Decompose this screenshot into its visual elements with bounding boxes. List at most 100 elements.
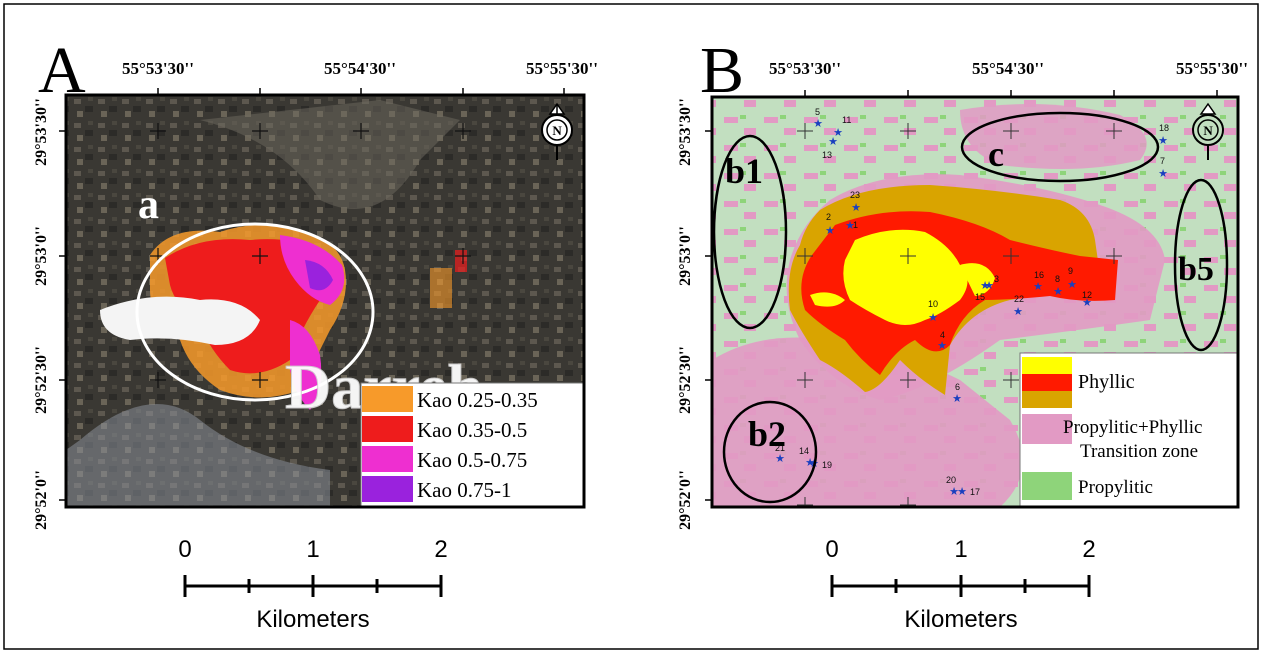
sample-star-icon: ★ [1067,279,1077,291]
sample-point: 6★ [952,382,962,405]
sample-label: 15 [975,292,985,302]
sample-star-icon: ★ [949,486,959,498]
sample-star-icon: ★ [775,453,785,465]
panel-a-latitude-label: 29°53'0'' [33,226,50,286]
panel-b-map-border [710,95,1240,509]
panel-a-longitude-label: 55°54'30'' [324,59,396,78]
sample-point: 3★ [984,274,999,292]
panel-a-scale-bar: 0 1 2 Kilometers [178,536,447,633]
legend-label-kao-3: Kao 0.5-0.75 [417,448,527,472]
sample-label: 16 [1034,270,1044,280]
panel-a-region-label: a [138,182,159,228]
sample-label: 8 [1055,274,1060,284]
sample-label: 18 [1159,123,1169,133]
sample-star-icon: ★ [957,486,967,498]
panel-b-latitude-label: 29°52'0'' [677,470,694,530]
sample-point: 9★ [1067,266,1077,291]
sample-label: 2 [826,212,831,222]
sample-point: 18 ★ [1158,123,1169,147]
panel-a: A 55°53'30'' 55°54'30'' 55°55'30'' 29°53… [33,34,598,633]
zone-ellipse-b1 [712,134,788,330]
panel-a-north-arrow-icon: N [541,102,573,160]
panel-a-longitude-label: 55°53'30'' [122,59,194,78]
sample-label: 4 [940,330,945,340]
sample-label: 22 [1014,294,1024,304]
sample-point: 15★ [975,280,990,302]
legend-label-kao-4: Kao 0.75-1 [417,478,511,502]
sample-label: 9 [1068,266,1073,276]
panel-a-bright-terrain [66,404,330,507]
panel-b-longitude-label: 55°54'30'' [972,59,1044,78]
sample-point: 13 ★ [822,136,838,160]
sample-point: 5★ [813,107,823,130]
sample-point: 23 ★ [850,190,861,214]
sample-star-icon: ★ [833,127,843,139]
sample-star-icon: ★ [1082,297,1092,309]
legend-label-transition: Propylitic+Phyllic [1063,417,1203,438]
sample-point: 21★ [775,443,785,465]
legend-label-propylitic: Propylitic [1078,477,1153,498]
panel-b-legend: Phyllic Propylitic+Phyllic Transition zo… [1019,352,1238,507]
panel-b-letter: B [700,34,744,107]
panel-a-latitude-label: 29°52'0'' [33,470,50,530]
scale-tick-label: 2 [1082,536,1095,563]
sample-star-icon: ★ [1158,135,1168,147]
sample-star-icon: ★ [928,312,938,324]
sample-star-icon: ★ [952,393,962,405]
sample-label: 17 [970,487,980,497]
panel-b-latitude-label: 29°53'30'' [677,98,694,166]
panel-b-longitude-label: 55°55'30'' [1176,59,1248,78]
sample-star-icon: ★ [984,280,994,292]
panel-b-latitude-label: 29°52'30'' [677,346,694,414]
panel-b-phyllic-zone [788,185,1118,395]
sample-label: 19 [822,460,832,470]
sample-star-icon: ★ [1033,281,1043,293]
sample-label: 10 [928,299,938,309]
panel-b-longitude-label: 55°53'30'' [769,59,841,78]
sample-point: 17★ [957,486,980,498]
panel-a-map-border [64,93,586,509]
sample-point: 2★ [825,212,835,237]
sample-label: 13 [822,150,832,160]
legend-label-phyllic: Phyllic [1078,371,1135,393]
sample-label: 7 [1160,156,1165,166]
zone-label-b5: b5 [1178,251,1214,288]
legend-swatch-kao-2 [362,416,413,442]
sample-point: 4★ [937,330,947,352]
legend-swatch-transition [1022,414,1072,444]
sample-star-icon: ★ [980,280,990,292]
legend-swatch-kao-1 [362,386,413,412]
sample-star-icon: ★ [805,457,815,469]
legend-swatch-phyllic-yellow [1022,357,1072,374]
legend-label-kao-1: Kao 0.25-0.35 [417,388,538,412]
scale-unit-label: Kilometers [256,606,369,633]
sample-label: 12 [1082,290,1092,300]
legend-swatch-kao-3 [362,446,413,472]
panel-b-scale-bar: 0 1 2 Kilometers [825,536,1095,633]
sample-point: 12★ [1082,290,1092,309]
sample-star-icon: ★ [1158,168,1168,180]
sample-label: 3 [994,274,999,284]
legend-label-transition-zone: Transition zone [1080,441,1198,462]
zone-label-c: c [988,134,1004,174]
scale-tick-label: 2 [434,536,447,563]
zone-label-b2: b2 [748,414,786,454]
sample-star-icon: ★ [937,340,947,352]
sample-point: 22 ★ [1013,294,1024,318]
panel-b-transition-zone [960,104,1147,169]
svg-text:N: N [552,123,562,138]
sample-point: 20★ [946,475,959,498]
sample-label: 21 [775,443,785,453]
sample-point: 10 ★ [928,299,938,324]
panel-b-north-arrow-icon: N [1192,102,1224,160]
sample-star-icon: ★ [828,136,838,148]
sample-star-icon: ★ [851,202,861,214]
panel-b-latitude-label: 29°53'0'' [677,226,694,286]
sample-label: 6 [955,382,960,392]
sample-point: 1★ [845,220,858,232]
sample-label: 23 [850,190,860,200]
scale-tick-label: 1 [306,536,319,563]
panel-a-region-ellipse [135,222,375,402]
